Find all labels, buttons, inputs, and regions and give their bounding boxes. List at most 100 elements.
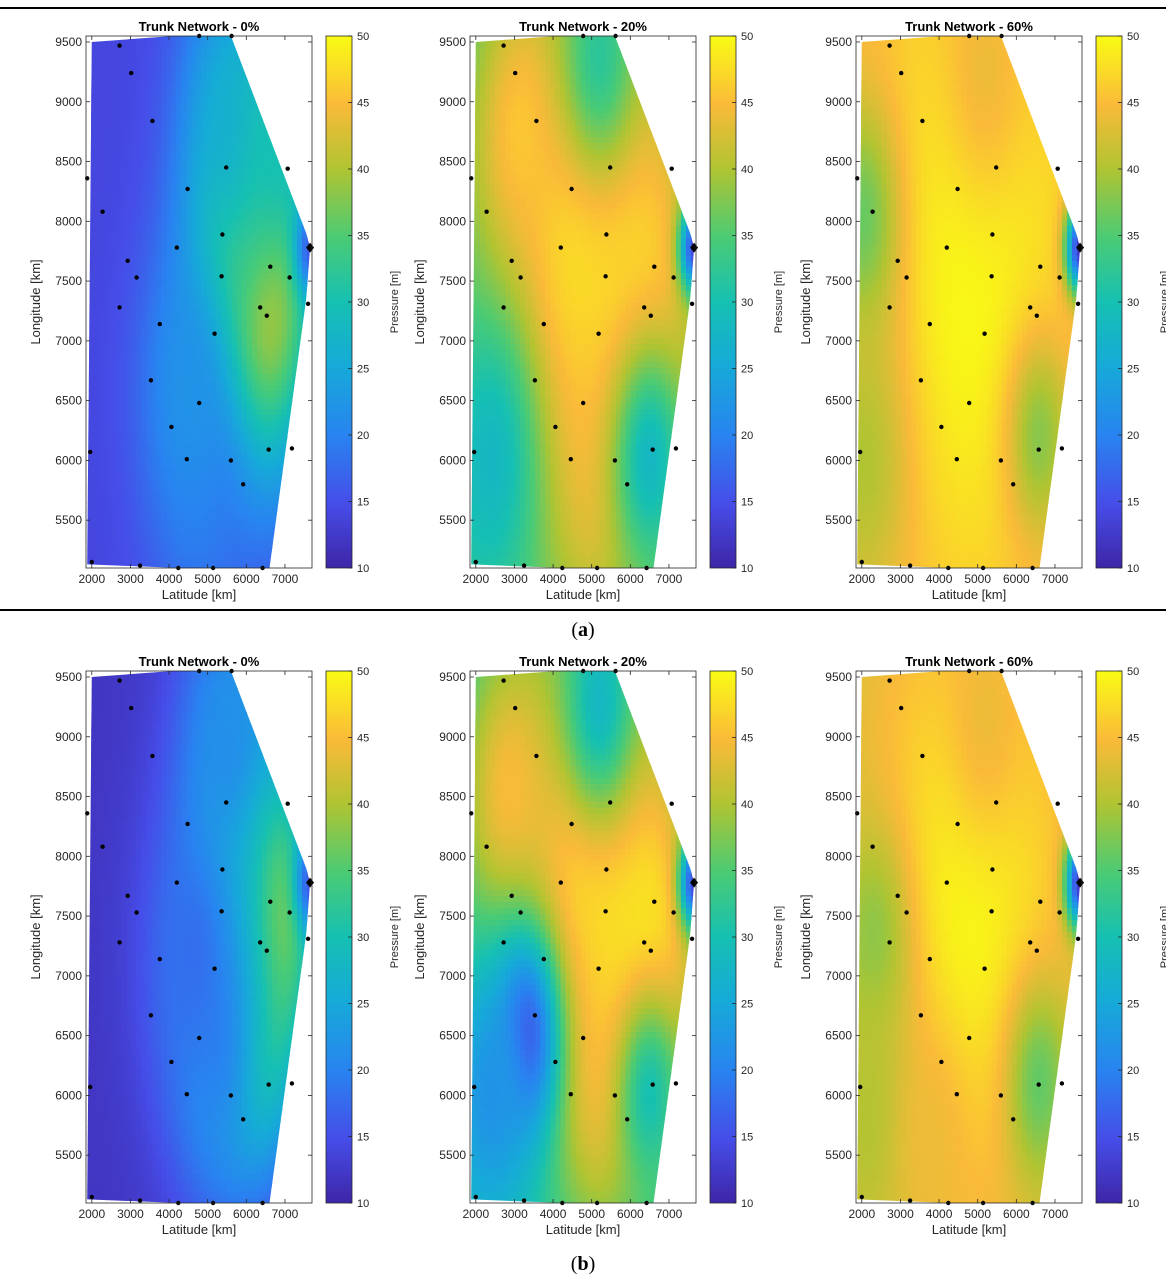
field-cell (186, 443, 193, 451)
field-cell (131, 236, 137, 244)
field-cell (116, 437, 122, 445)
field-cell (276, 337, 283, 344)
field-cell (201, 367, 208, 374)
field-cell (226, 225, 233, 232)
field-cell (196, 59, 203, 67)
field-cell (291, 248, 298, 256)
field-cell (241, 325, 248, 333)
field-cell (510, 207, 516, 214)
field-cell (126, 160, 132, 167)
field-cell (191, 367, 198, 374)
field-cell (261, 514, 268, 522)
field-cell (121, 331, 127, 339)
field-cell (241, 118, 248, 126)
field-cell (475, 378, 481, 386)
field-cell (166, 461, 172, 469)
field-cell (261, 520, 268, 528)
field-cell (156, 219, 162, 226)
field-cell (221, 550, 228, 557)
field-cell (266, 189, 273, 197)
field-cell (241, 396, 248, 404)
field-cell (495, 343, 501, 350)
field-cell (281, 284, 288, 291)
field-cell (126, 272, 132, 279)
field-cell (126, 278, 132, 285)
field-cell (116, 538, 122, 545)
field-cell (196, 378, 203, 386)
field-cell (495, 396, 501, 404)
field-cell (116, 248, 122, 256)
field-cell (475, 254, 481, 262)
field-cell (176, 343, 183, 350)
field-cell (201, 207, 208, 214)
field-cell (226, 367, 233, 374)
field-cell (495, 112, 501, 120)
field-cell (106, 112, 112, 120)
field-cell (136, 372, 142, 380)
field-cell (171, 53, 177, 61)
field-cell (480, 437, 486, 445)
field-cell (256, 361, 263, 368)
field-cell (166, 154, 172, 161)
field-cell (106, 201, 112, 209)
field-cell (206, 207, 213, 214)
field-cell (505, 514, 511, 522)
field-cell (261, 473, 268, 480)
field-cell (106, 408, 112, 415)
field-cell (246, 497, 253, 504)
field-cell (256, 290, 263, 297)
field-cell (266, 148, 273, 155)
field-cell (96, 41, 102, 49)
field-cell (246, 148, 253, 155)
field-cell (276, 408, 283, 415)
field-cell (136, 290, 142, 297)
field-cell (485, 248, 491, 256)
field-cell (236, 290, 243, 297)
field-cell (131, 331, 137, 339)
field-cell (510, 95, 516, 102)
field-cell (236, 402, 243, 409)
field-cell (505, 526, 511, 534)
field-cell (166, 65, 172, 73)
field-cell (226, 213, 233, 220)
field-cell (181, 544, 188, 551)
field-cell (106, 130, 112, 138)
field-cell (236, 77, 243, 84)
field-cell (156, 420, 162, 427)
field-cell (201, 526, 208, 534)
field-cell (211, 313, 218, 321)
field-cell (96, 443, 102, 451)
field-cell (500, 136, 506, 143)
field-cell (111, 142, 117, 149)
field-cell (495, 367, 501, 374)
field-cell (146, 426, 152, 433)
field-cell (251, 207, 258, 214)
field-cell (510, 101, 516, 108)
field-cell (201, 177, 208, 185)
field-cell (196, 562, 203, 568)
field-cell (206, 266, 213, 274)
field-cell (131, 112, 137, 120)
network-node (134, 275, 139, 280)
field-cell (181, 213, 188, 220)
field-cell (206, 437, 213, 445)
field-cell (500, 432, 506, 439)
field-cell (91, 491, 97, 498)
field-cell (505, 53, 511, 61)
field-cell (151, 443, 157, 451)
field-cell (126, 414, 132, 421)
field-cell (161, 367, 167, 374)
field-cell (221, 384, 228, 392)
field-cell (176, 272, 183, 279)
field-cell (271, 219, 278, 226)
field-cell (271, 331, 278, 339)
field-cell (281, 432, 288, 439)
field-cell (131, 242, 137, 250)
field-cell (116, 284, 122, 291)
field-cell (166, 260, 172, 268)
field-cell (296, 266, 303, 274)
field-cell (116, 77, 122, 84)
field-cell (186, 396, 193, 404)
field-cell (505, 284, 511, 291)
field-cell (296, 219, 303, 226)
